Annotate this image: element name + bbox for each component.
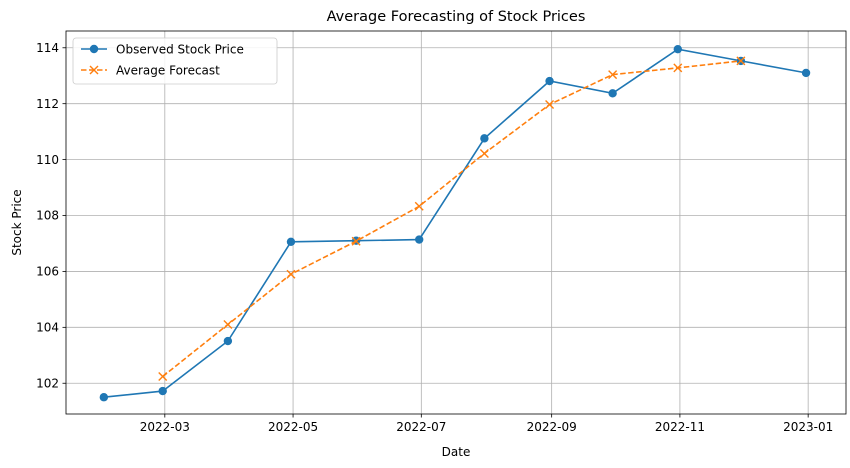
plot-series	[99, 44, 811, 402]
legend-marker-forecast	[89, 65, 99, 75]
x-tick-label: 2022-03	[140, 420, 190, 434]
legend-label-observed: Observed Stock Price	[116, 43, 244, 57]
x-axis-ticks: 2022-03 2022-05 2022-07 2022-09 2022-11 2023-…	[140, 414, 833, 434]
series-line-0	[103, 48, 807, 398]
data-point-observed	[673, 44, 683, 54]
data-point-observed	[415, 235, 424, 244]
data-point-observed	[480, 134, 489, 143]
legend-label-forecast: Average Forecast	[116, 64, 220, 78]
series-line-1	[162, 60, 741, 378]
y-axis-ticks: 102 104 106 108 110 112 114	[36, 41, 66, 390]
y-tick-label: 102	[36, 376, 59, 390]
data-point-forecast	[479, 148, 489, 158]
x-tick-label: 2023-01	[783, 420, 833, 434]
data-point-forecast	[351, 236, 361, 246]
y-tick-label: 108	[36, 209, 59, 223]
data-point-observed	[99, 393, 109, 402]
data-point-observed	[223, 336, 233, 346]
data-point-observed	[801, 68, 811, 78]
data-point-observed	[545, 76, 554, 86]
legend-box	[72, 37, 278, 85]
y-tick-label: 104	[36, 321, 59, 335]
grid	[66, 31, 846, 414]
y-tick-label: 114	[36, 41, 59, 55]
legend: Observed Stock Price Average Forecast	[72, 37, 278, 85]
data-point-forecast	[608, 70, 618, 80]
x-tick-label: 2022-11	[655, 420, 705, 434]
legend-marker-observed	[89, 44, 99, 54]
x-axis-label: Date	[442, 445, 471, 459]
y-tick-label: 110	[36, 153, 59, 167]
data-point-forecast	[673, 63, 683, 73]
y-tick-label: 106	[36, 265, 59, 279]
data-point-forecast	[158, 372, 168, 382]
data-point-forecast	[223, 320, 233, 330]
data-point-forecast	[736, 56, 746, 66]
data-point-forecast	[414, 201, 424, 211]
x-tick-label: 2022-05	[268, 420, 318, 434]
x-tick-label: 2022-07	[396, 420, 446, 434]
y-axis-label: Stock Price	[10, 189, 24, 255]
y-tick-label: 112	[36, 97, 59, 111]
data-point-observed	[286, 237, 296, 246]
data-point-forecast	[545, 100, 555, 110]
x-tick-label: 2022-09	[527, 420, 577, 434]
data-point-observed	[608, 89, 617, 98]
plot-frame	[65, 30, 847, 415]
chart-title: Average Forecasting of Stock Prices	[327, 9, 586, 25]
data-point-observed	[158, 386, 167, 396]
data-point-forecast	[286, 269, 296, 279]
